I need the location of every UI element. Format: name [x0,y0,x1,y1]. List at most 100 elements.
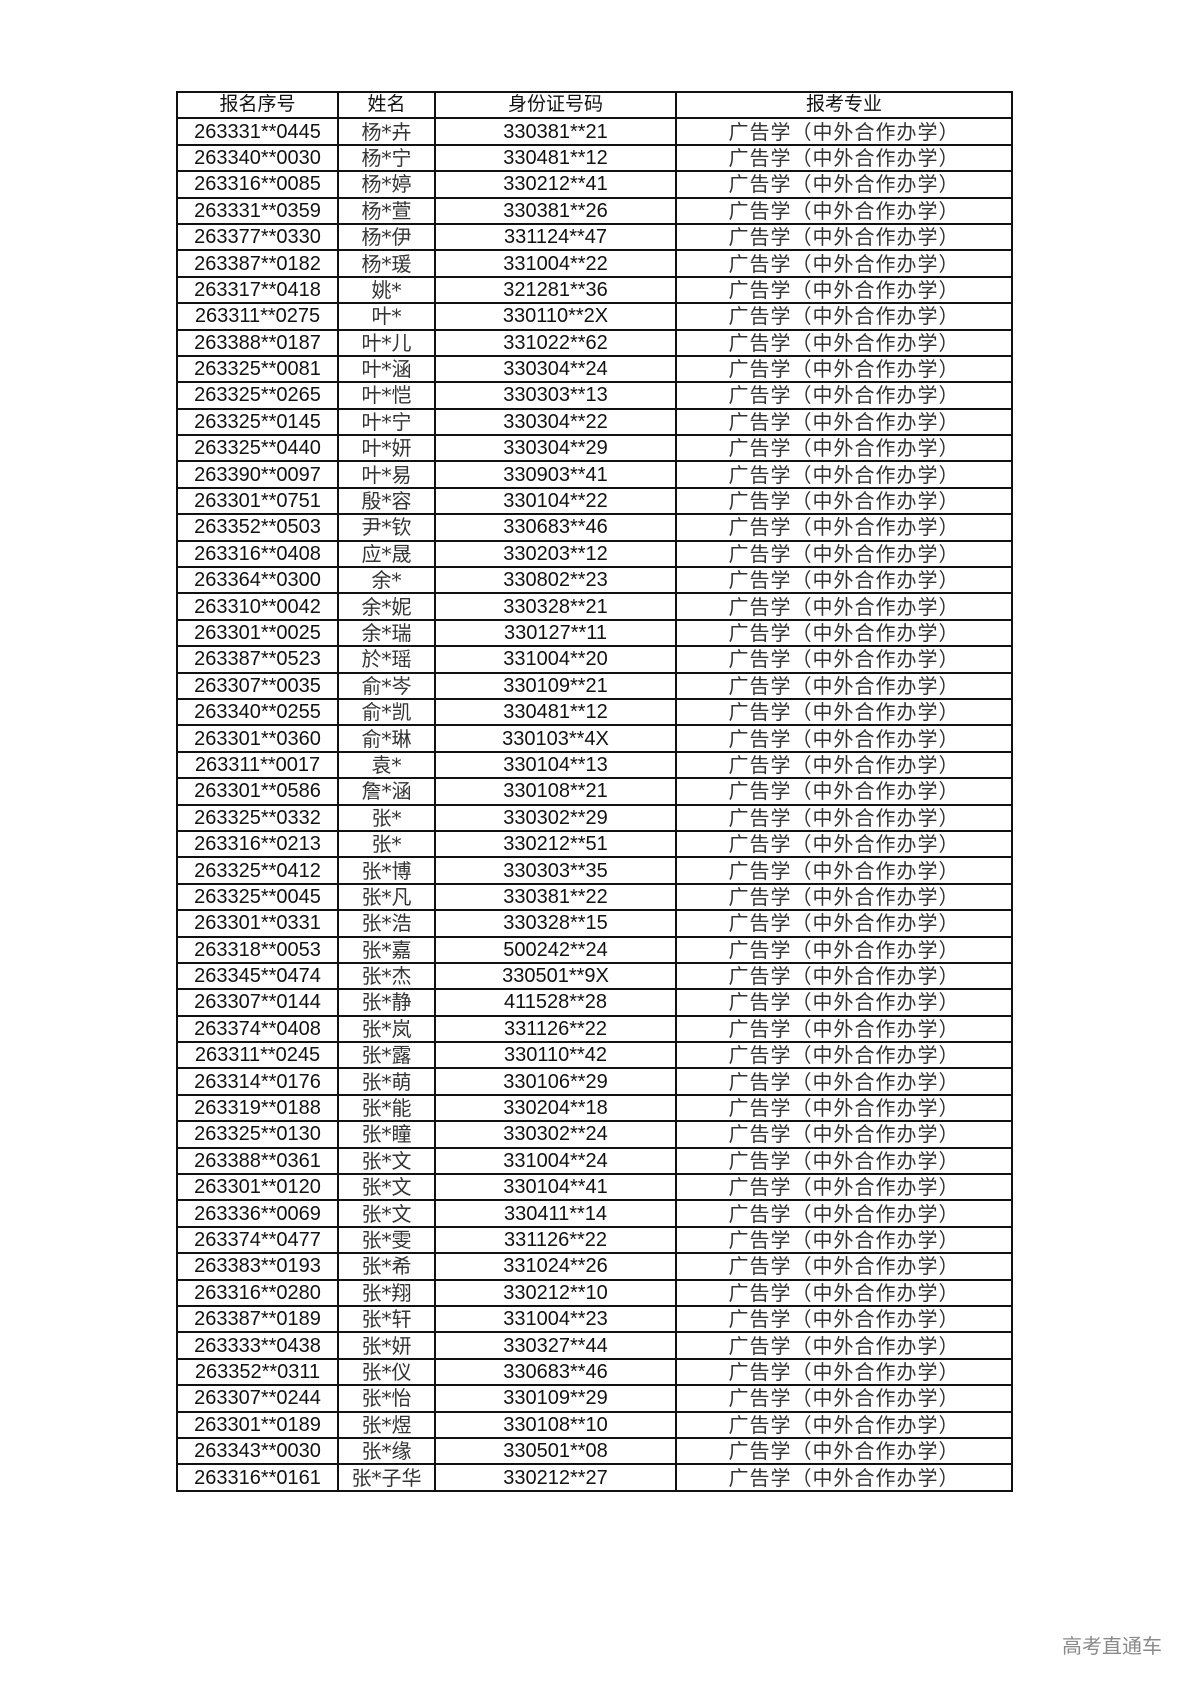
table-row: 263316**0085 杨*婷 330212**41 广告学（中外合作办学） [176,170,1013,199]
registration-number-cell: 263301**0586 [176,777,339,806]
table-row: 263301**0331 张*浩 330328**15 广告学（中外合作办学） [176,909,1013,938]
table-row: 263317**0418 姚* 321281**36 广告学（中外合作办学） [176,275,1013,305]
major-cell: 广告学（中外合作办学） [675,671,1013,700]
table-row: 263325**0130 张*瞳 330302**24 广告学（中外合作办学） [176,1120,1013,1149]
registration-number-cell: 263310**0042 [176,592,339,621]
table-row: 263387**0523 於*瑶 331004**20 广告学（中外合作办学） [176,645,1013,674]
registration-number-cell: 263374**0477 [176,1225,339,1255]
table-row: 263307**0144 张*静 411528**28 广告学（中外合作办学） [176,988,1013,1017]
id-number-cell: 330109**29 [434,1384,677,1413]
name-cell: 张*能 [337,1093,436,1123]
id-number-cell: 331126**22 [434,1014,677,1044]
table-header-row: 报名序号 姓名 身份证号码 报考专业 [176,90,1013,120]
name-cell: 张*文 [337,1199,436,1228]
id-number-cell: 330903**41 [434,460,677,489]
major-cell: 广告学（中外合作办学） [675,803,1013,832]
major-cell: 广告学（中外合作办学） [675,856,1013,885]
table-row: 263325**0440 叶*妍 330304**29 广告学（中外合作办学） [176,434,1013,463]
major-cell: 广告学（中外合作办学） [675,170,1013,199]
major-cell: 广告学（中外合作办学） [675,618,1013,648]
major-cell: 广告学（中外合作办学） [675,909,1013,938]
table-row: 263301**0120 张*文 330104**41 广告学（中外合作办学） [176,1173,1013,1202]
table-row: 263316**0213 张* 330212**51 广告学（中外合作办学） [176,829,1013,859]
name-cell: 叶*恺 [337,381,436,410]
major-cell: 广告学（中外合作办学） [675,1384,1013,1413]
table-row: 263325**0145 叶*宁 330304**22 广告学（中外合作办学） [176,407,1013,437]
major-cell: 广告学（中外合作办学） [675,434,1013,463]
name-cell: 张*萌 [337,1067,436,1096]
id-number-cell: 330302**29 [434,803,677,832]
registration-number-cell: 263301**0331 [176,909,339,938]
id-number-cell: 330106**29 [434,1067,677,1096]
id-number-cell: 330302**24 [434,1120,677,1149]
name-cell: 余* [337,566,436,595]
table-row: 263301**0189 张*煜 330108**10 广告学（中外合作办学） [176,1410,1013,1439]
registration-number-cell: 263340**0255 [176,697,339,727]
name-cell: 张*静 [337,988,436,1017]
major-cell: 广告学（中外合作办学） [675,829,1013,859]
major-cell: 广告学（中外合作办学） [675,1067,1013,1096]
major-cell: 广告学（中外合作办学） [675,566,1013,595]
name-cell: 张*仪 [337,1357,436,1387]
registration-number-cell: 263311**0245 [176,1041,339,1070]
id-number-cell: 331004**24 [434,1146,677,1176]
registration-number-cell: 263307**0035 [176,671,339,700]
major-cell: 广告学（中外合作办学） [675,1463,1013,1492]
table-row: 263314**0176 张*萌 330106**29 广告学（中外合作办学） [176,1067,1013,1096]
name-cell: 张*文 [337,1146,436,1176]
registration-number-cell: 263325**0145 [176,407,339,437]
name-cell: 张*杰 [337,961,436,991]
major-cell: 广告学（中外合作办学） [675,381,1013,410]
registration-number-cell: 263325**0130 [176,1120,339,1149]
header-name: 姓名 [337,90,436,120]
name-cell: 张*凡 [337,882,436,912]
major-cell: 广告学（中外合作办学） [675,539,1013,569]
table-row: 263345**0474 张*杰 330501**9X 广告学（中外合作办学） [176,961,1013,991]
major-cell: 广告学（中外合作办学） [675,222,1013,252]
major-cell: 广告学（中外合作办学） [675,513,1013,542]
id-number-cell: 330304**22 [434,407,677,437]
registration-number-cell: 263345**0474 [176,961,339,991]
id-number-cell: 331004**23 [434,1304,677,1334]
major-cell: 广告学（中外合作办学） [675,592,1013,621]
id-number-cell: 331126**22 [434,1225,677,1255]
registration-number-cell: 263333**0438 [176,1331,339,1360]
name-cell: 尹*钦 [337,513,436,542]
name-cell: 俞*岑 [337,671,436,700]
registration-number-cell: 263336**0069 [176,1199,339,1228]
id-number-cell: 330103**4X [434,724,677,753]
name-cell: 张*瞳 [337,1120,436,1149]
name-cell: 张*希 [337,1252,436,1281]
major-cell: 广告学（中外合作办学） [675,302,1013,331]
name-cell: 余*妮 [337,592,436,621]
id-number-cell: 330303**35 [434,856,677,885]
table-row: 263333**0438 张*妍 330327**44 广告学（中外合作办学） [176,1331,1013,1360]
id-number-cell: 330381**22 [434,882,677,912]
registration-number-cell: 263325**0440 [176,434,339,463]
table-row: 263311**0017 袁* 330104**13 广告学（中外合作办学） [176,750,1013,780]
major-cell: 广告学（中外合作办学） [675,1173,1013,1202]
watermark: 高考直通车 [1062,1634,1162,1658]
id-number-cell: 330104**13 [434,750,677,780]
id-number-cell: 330109**21 [434,671,677,700]
major-cell: 广告学（中外合作办学） [675,1357,1013,1387]
name-cell: 张*煜 [337,1410,436,1439]
table-row: 263307**0244 张*怡 330109**29 广告学（中外合作办学） [176,1384,1013,1413]
id-number-cell: 330108**21 [434,777,677,806]
major-cell: 广告学（中外合作办学） [675,645,1013,674]
name-cell: 张*嘉 [337,935,436,964]
id-number-cell: 331004**22 [434,249,677,278]
name-cell: 张*怡 [337,1384,436,1413]
major-cell: 广告学（中外合作办学） [675,249,1013,278]
registration-number-cell: 263325**0332 [176,803,339,832]
id-number-cell: 330304**29 [434,434,677,463]
name-cell: 杨*婷 [337,170,436,199]
name-cell: 张*浩 [337,909,436,938]
table-row: 263387**0182 杨*瑗 331004**22 广告学（中外合作办学） [176,249,1013,278]
table-row: 263388**0361 张*文 331004**24 广告学（中外合作办学） [176,1146,1013,1176]
table-body: 263331**0445 杨*卉 330381**21 广告学（中外合作办学） 2633… [176,117,1013,1492]
name-cell: 杨*萱 [337,196,436,225]
name-cell: 叶*妍 [337,434,436,463]
name-cell: 叶* [337,302,436,331]
major-cell: 广告学（中外合作办学） [675,750,1013,780]
